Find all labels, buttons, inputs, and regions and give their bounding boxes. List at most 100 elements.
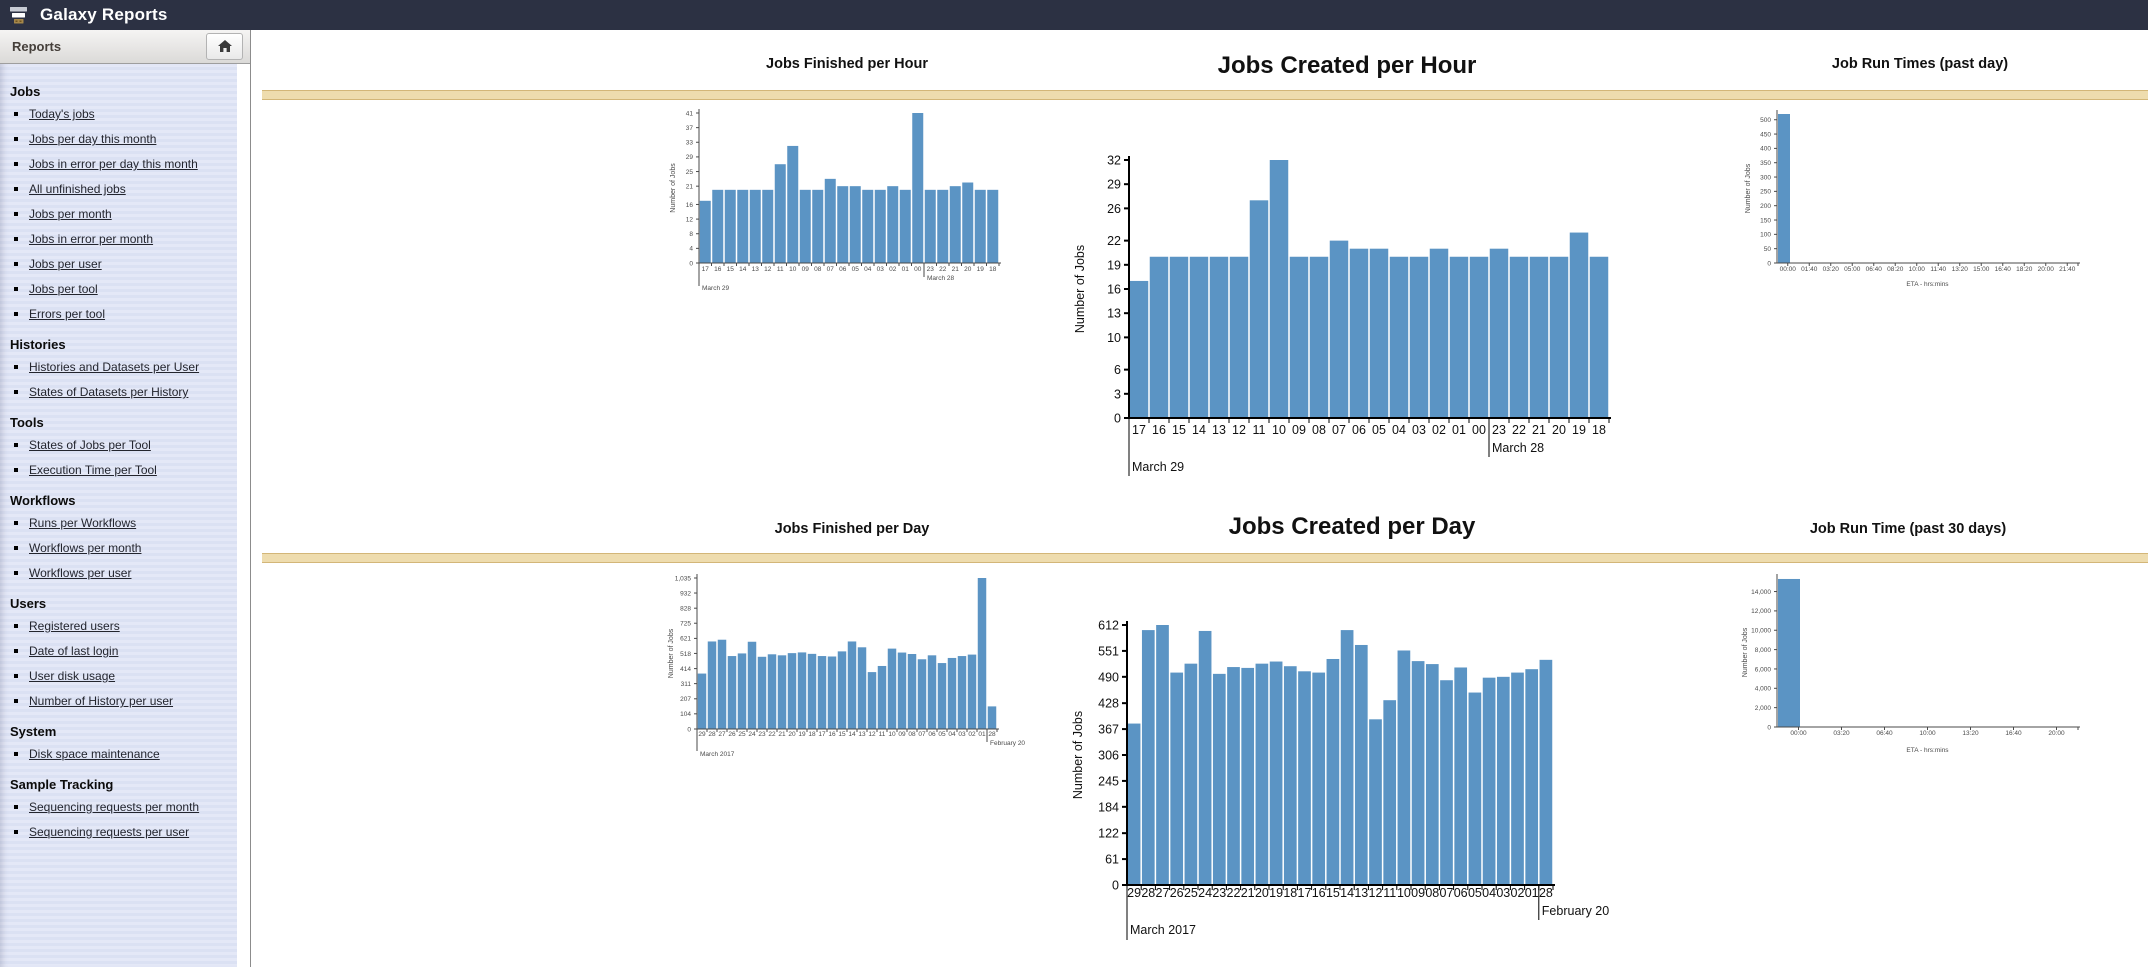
chart-text: 08:20	[1887, 266, 1904, 273]
chart-text: 23	[1212, 886, 1226, 900]
bar	[1539, 659, 1553, 885]
chart-text: 0	[1114, 412, 1121, 426]
chart-text: 500	[1760, 117, 1771, 124]
sidebar-link-jobs-per-month[interactable]: Jobs per month	[29, 207, 112, 221]
sidebar-link-execution-time-per-tool[interactable]: Execution Time per Tool	[29, 463, 157, 477]
chart-text: 03:20	[1833, 730, 1850, 737]
sidebar-link-number-of-history-per-user[interactable]: Number of History per user	[29, 694, 174, 708]
chart-text: 26	[1170, 886, 1184, 900]
sidebar-link-all-unfinished-jobs[interactable]: All unfinished jobs	[29, 182, 126, 196]
chart-text: 11:40	[1930, 266, 1946, 273]
chart-text: 15	[1326, 886, 1340, 900]
bar	[1397, 650, 1411, 885]
bar	[1141, 630, 1155, 885]
sidebar-link-states-of-datasets-per-history[interactable]: States of Datasets per History	[29, 385, 189, 399]
sidebar-link-user-disk-usage[interactable]: User disk usage	[29, 669, 116, 683]
sidebar-link-jobs-per-tool[interactable]: Jobs per tool	[29, 282, 98, 296]
sidebar-link-registered-users[interactable]: Registered users	[29, 619, 120, 633]
bar	[1249, 200, 1269, 418]
chart-text: 22	[768, 731, 776, 738]
chart-job-run-times-past-day: 0 50 100 150 200 250 300 350 400 450 500 00:00 01:40…	[1745, 110, 2080, 288]
bullet-icon	[14, 390, 18, 394]
bar	[874, 189, 886, 263]
sidebar-link-workflows-per-user[interactable]: Workflows per user	[29, 566, 132, 580]
sidebar-item: User disk usage	[0, 664, 237, 689]
chart-text: 18	[989, 266, 997, 273]
bar	[1389, 256, 1409, 418]
bullet-icon	[14, 468, 18, 472]
sidebar-link-date-of-last-login[interactable]: Date of last login	[29, 644, 119, 658]
bar	[717, 639, 727, 729]
sidebar-link-disk-space-maintenance[interactable]: Disk space maintenance	[29, 747, 160, 761]
bar	[1482, 677, 1496, 885]
chart-text: 306	[1098, 749, 1119, 763]
sidebar-link-jobs-in-error-per-day-this-month[interactable]: Jobs in error per day this month	[29, 157, 198, 171]
sidebar-link-runs-per-workflows[interactable]: Runs per Workflows	[29, 516, 137, 530]
bar	[957, 656, 967, 729]
chart-text: 23	[927, 266, 935, 273]
chart-text: 29	[698, 731, 706, 738]
chart-text: 26	[1107, 202, 1121, 216]
sidebar-link-jobs-in-error-per-month[interactable]: Jobs in error per month	[29, 232, 154, 246]
bullet-icon	[14, 137, 18, 141]
chart-text: 22	[1107, 234, 1121, 248]
bar	[1525, 669, 1539, 885]
chart-text: 21:40	[2059, 266, 2076, 273]
sidebar-link-workflows-per-month[interactable]: Workflows per month	[29, 541, 142, 555]
chart-text: 367	[1098, 723, 1119, 737]
chart-text: 10	[789, 266, 797, 273]
bar	[737, 653, 747, 729]
bar	[1425, 664, 1439, 885]
chart-text: 21	[1241, 886, 1255, 900]
bar	[1496, 676, 1510, 885]
bullet-icon	[14, 365, 18, 369]
bar	[912, 113, 924, 263]
chart-text: 16	[1107, 283, 1121, 297]
bar	[799, 189, 811, 263]
bar	[1509, 256, 1529, 418]
bar	[1340, 630, 1354, 885]
sidebar-link-today-s-jobs[interactable]: Today's jobs	[29, 107, 95, 121]
sidebar-section-title: Jobs	[10, 84, 41, 99]
chart-text: 10	[1107, 331, 1121, 345]
chart-text: 15:00	[1973, 266, 1990, 273]
chart-text: 22	[1227, 886, 1241, 900]
chart-text: 12	[1369, 886, 1383, 900]
sidebar-link-sequencing-requests-per-month[interactable]: Sequencing requests per month	[29, 800, 200, 814]
bullet-icon	[14, 162, 18, 166]
bar	[1269, 160, 1289, 418]
chart-text: 518	[680, 651, 691, 658]
bar	[1184, 663, 1198, 885]
sidebar-link-jobs-per-user[interactable]: Jobs per user	[29, 257, 102, 271]
sidebar-section-title: Workflows	[10, 493, 76, 508]
bar	[857, 647, 867, 729]
chart-text: March 28	[927, 275, 954, 282]
chart-text: 11	[879, 731, 886, 738]
chart-text: 24	[1198, 886, 1212, 900]
bullet-icon	[14, 237, 18, 241]
chart-text: 20	[788, 731, 796, 738]
home-button[interactable]	[206, 33, 243, 60]
bar	[1283, 666, 1297, 885]
bar	[807, 653, 817, 729]
sidebar-link-errors-per-tool[interactable]: Errors per tool	[29, 307, 106, 321]
chart-text: Number of Jobs	[1073, 245, 1087, 333]
bullet-icon	[14, 546, 18, 550]
sidebar-section-title: Histories	[10, 337, 66, 352]
bar	[1198, 630, 1212, 885]
chart-text: 0	[1767, 260, 1771, 267]
chart-text: 200	[1760, 203, 1771, 210]
sidebar-link-sequencing-requests-per-user[interactable]: Sequencing requests per user	[29, 825, 190, 839]
sidebar-item: Execution Time per Tool	[0, 458, 237, 483]
sidebar-link-states-of-jobs-per-tool[interactable]: States of Jobs per Tool	[29, 438, 151, 452]
chart-text: 13:20	[1952, 266, 1969, 273]
chart-text: 32	[1107, 154, 1121, 168]
chart-text: 16	[1312, 886, 1326, 900]
chart-text: 28	[988, 731, 996, 738]
galaxy-masthead-icon[interactable]	[9, 6, 31, 24]
chart-text: 725	[680, 621, 691, 628]
sidebar-section-system: System Disk space maintenance	[0, 724, 237, 767]
sidebar-link-histories-and-datasets-per-user[interactable]: Histories and Datasets per User	[29, 360, 200, 374]
sidebar-link-jobs-per-day-this-month[interactable]: Jobs per day this month	[29, 132, 157, 146]
